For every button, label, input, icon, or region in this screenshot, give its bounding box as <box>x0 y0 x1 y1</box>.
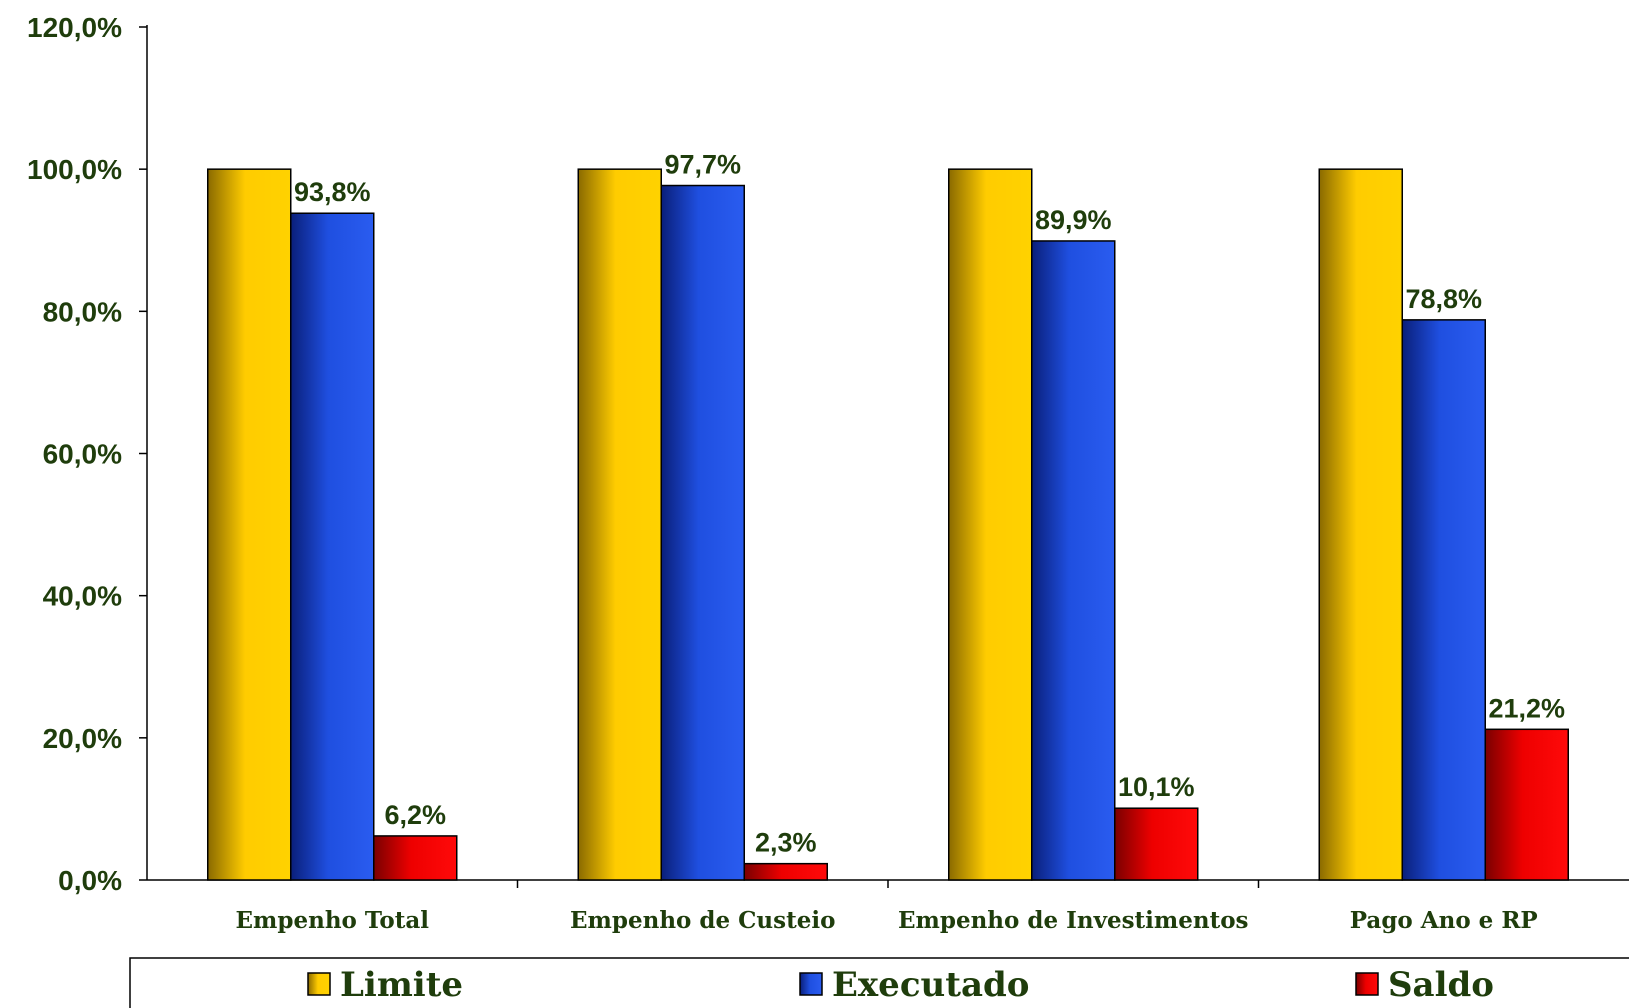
bar-executado <box>661 186 744 880</box>
bar-executado <box>1032 241 1115 880</box>
data-label-executado: 89,9% <box>1035 205 1112 235</box>
x-category-label: Empenho de Custeio <box>570 907 835 934</box>
bar-limite <box>949 169 1032 880</box>
bars <box>208 169 1569 880</box>
legend: Limite Executado Saldo <box>130 958 1629 1008</box>
y-tick-label: 100,0% <box>27 154 122 185</box>
legend-swatch-limite <box>308 973 330 995</box>
bar-saldo <box>744 864 827 880</box>
y-tick-label: 0,0% <box>58 865 122 896</box>
data-label-saldo: 21,2% <box>1488 693 1565 723</box>
y-tick-label: 120,0% <box>27 12 122 43</box>
y-tick-label: 80,0% <box>43 296 122 327</box>
bar-executado <box>1402 320 1485 880</box>
bar-saldo <box>1485 729 1568 880</box>
data-label-saldo: 2,3% <box>755 828 817 858</box>
legend-label-saldo: Saldo <box>1388 965 1494 1005</box>
bar-executado <box>291 213 374 880</box>
bar-saldo <box>374 836 457 880</box>
x-category-label: Pago Ano e RP <box>1350 907 1538 934</box>
x-category-label: Empenho de Investimentos <box>898 907 1249 934</box>
legend-label-limite: Limite <box>340 965 463 1005</box>
legend-swatch-saldo <box>1356 973 1378 995</box>
bar-limite <box>578 169 661 880</box>
legend-label-executado: Executado <box>832 965 1029 1005</box>
data-label-saldo: 10,1% <box>1118 772 1195 802</box>
bar-saldo <box>1115 808 1198 880</box>
data-label-executado: 93,8% <box>294 177 371 207</box>
bar-limite <box>208 169 291 880</box>
data-label-saldo: 6,2% <box>384 800 446 830</box>
data-label-executado: 78,8% <box>1405 284 1482 314</box>
y-tick-label: 40,0% <box>43 581 122 612</box>
legend-swatch-executado <box>800 973 822 995</box>
y-tick-label: 60,0% <box>43 439 122 470</box>
x-category-label: Empenho Total <box>236 907 430 934</box>
bar-limite <box>1319 169 1402 880</box>
y-tick-label: 20,0% <box>43 723 122 754</box>
data-label-executado: 97,7% <box>664 150 741 180</box>
